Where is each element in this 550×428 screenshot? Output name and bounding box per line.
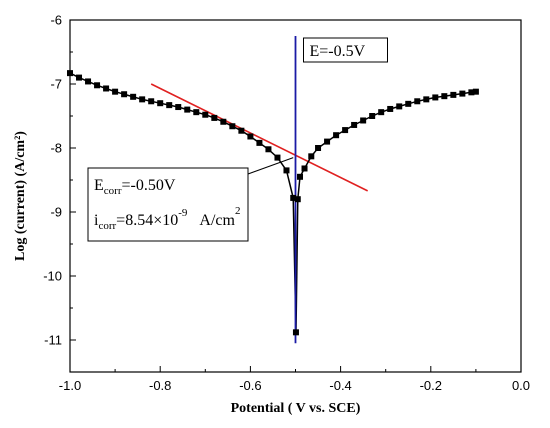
- y-tick-label: -6: [50, 13, 62, 28]
- tafel-tangent-line: [150, 83, 369, 192]
- series-layer: [67, 36, 479, 344]
- y-axis-title: Log (current) (A/cm²): [13, 131, 28, 261]
- data-point: [175, 104, 182, 111]
- data-point: [238, 127, 245, 134]
- data-point: [450, 91, 457, 98]
- y-tick-label: -9: [50, 205, 62, 220]
- data-point: [292, 329, 299, 336]
- y-axis-ticks: -6 -7 -8 -9 -10 -11: [43, 13, 76, 373]
- data-point: [112, 88, 119, 95]
- x-tick-label: -0.4: [329, 378, 351, 393]
- data-point: [360, 117, 367, 124]
- data-point: [85, 78, 92, 85]
- data-point: [324, 138, 331, 145]
- data-point: [333, 132, 340, 139]
- icorr-exponent: -9: [178, 207, 188, 219]
- data-point: [468, 89, 475, 96]
- icorr-unit-exponent: 2: [235, 205, 241, 217]
- data-point: [414, 98, 421, 105]
- x-tick-label: -0.6: [239, 378, 261, 393]
- data-point: [211, 114, 218, 121]
- data-point: [294, 196, 301, 203]
- data-point: [459, 90, 466, 97]
- data-point: [130, 93, 137, 100]
- y-tick-label: -10: [43, 269, 62, 284]
- y-tick-label: -11: [44, 333, 62, 348]
- e-annotation: E=-0.5V: [303, 37, 388, 63]
- x-tick-label: -0.8: [149, 378, 171, 393]
- data-point: [274, 154, 281, 161]
- data-point: [193, 109, 200, 116]
- y-tick-label: -8: [50, 141, 62, 156]
- data-point: [351, 121, 358, 128]
- e-annotation-box: [303, 37, 388, 63]
- data-point: [157, 100, 164, 107]
- annotation-pointer-line: [247, 157, 294, 175]
- corrosion-annotation-box: [87, 167, 249, 242]
- x-tick-label: -1.0: [59, 378, 81, 393]
- data-point: [378, 109, 385, 116]
- data-point: [405, 100, 412, 107]
- data-point: [265, 146, 272, 153]
- e-annotation-label: E=-0.5V: [310, 43, 366, 60]
- data-point: [166, 102, 173, 109]
- ecorr-subscript: corr: [104, 185, 122, 197]
- data-point: [369, 113, 376, 119]
- data-point: [139, 96, 146, 103]
- data-point: [297, 173, 304, 180]
- x-axis-ticks: -1.0 -0.8 -0.6 -0.4 -0.2 0.0: [59, 366, 530, 393]
- data-point: [308, 153, 315, 160]
- data-point: [202, 111, 209, 118]
- ecorr-label: Ecorr=-0.50V: [94, 177, 176, 197]
- data-point: [342, 127, 349, 134]
- ecorr-symbol: E: [94, 177, 104, 194]
- data-point: [441, 93, 448, 100]
- data-point: [283, 167, 290, 174]
- data-point: [247, 133, 254, 140]
- ecorr-value: =-0.50V: [122, 177, 176, 194]
- data-point: [220, 118, 227, 125]
- data-point: [229, 123, 236, 130]
- data-point: [396, 103, 403, 110]
- y-tick-label: -7: [50, 77, 62, 92]
- icorr-subscript: corr: [98, 220, 116, 232]
- data-point: [472, 88, 479, 95]
- data-point: [290, 194, 297, 201]
- x-tick-label: 0.0: [512, 378, 530, 393]
- plot-frame: [69, 19, 522, 373]
- data-point: [432, 94, 439, 101]
- x-tick-label: -0.2: [420, 378, 442, 393]
- x-axis-title: Potential ( V vs. SCE): [231, 401, 361, 416]
- corrosion-annotation: Ecorr=-0.50V icorr=8.54×10-9 A/cm2: [87, 157, 294, 242]
- data-point: [94, 82, 101, 89]
- icorr-label: icorr=8.54×10-9 A/cm2: [94, 205, 240, 232]
- data-point: [121, 91, 128, 98]
- data-point: [387, 105, 394, 112]
- icorr-value: =8.54×10: [116, 212, 178, 229]
- data-point: [301, 165, 308, 172]
- icorr-symbol: i: [94, 212, 99, 229]
- data-point: [423, 96, 430, 103]
- data-point: [148, 98, 155, 105]
- data-point: [103, 85, 110, 92]
- data-point: [184, 106, 191, 113]
- data-point: [256, 139, 263, 146]
- data-point: [76, 74, 83, 81]
- icorr-unit: A/cm: [199, 212, 235, 229]
- data-point: [315, 145, 322, 151]
